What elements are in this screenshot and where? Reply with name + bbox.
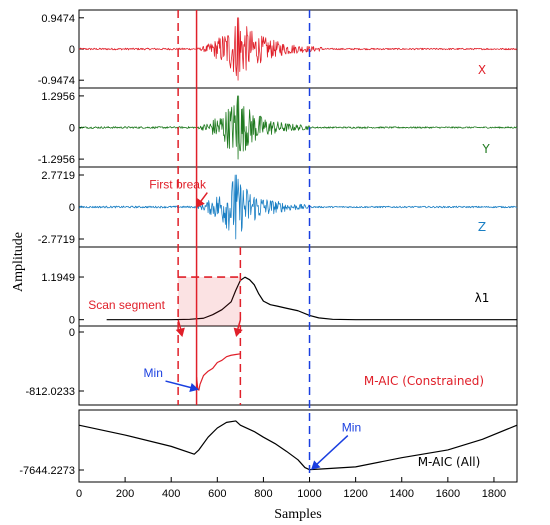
scan-segment-area [178,277,241,326]
y-tick-label-maic_constrained-1: -812.0233 [25,386,75,398]
annotation-arrow-head-3 [311,460,321,470]
y-tick-label-z-0: 2.7719 [41,170,75,182]
series-label-x: X [478,63,486,77]
series-label-maic_all: M-AIC (All) [418,455,481,469]
annotation-text-3: Min [342,421,361,435]
series-label-maic_constrained: M-AIC (Constrained) [364,374,484,388]
y-axis-label: Amplitude [11,232,26,292]
x-axis-label: Samples [274,507,321,522]
y-tick-label-lambda-0: 1.1949 [41,272,75,284]
series-line-lambda [106,276,517,321]
x-axis-group: 0 200 400 600 800 1000 1200 1400 1600 1800 [76,477,506,500]
segment-arrow-head-0 [175,327,185,338]
series-label-lambda: λ1 [475,291,490,305]
panels-group: 0.9474 0 -0.9474 X 1.2956 0 -1.2956 Y 2.7719 0 -2.… [19,9,518,483]
panel-maic_all: -7644.2273 M-AIC (All) [19,409,518,483]
annotations-group: First break Scan segment Min Min [88,178,361,470]
series-label-y: Y [481,142,490,156]
x-tick-label-8: 1600 [436,488,460,500]
panel-frame-lambda [78,246,518,327]
x-tick-label-4: 800 [254,488,272,500]
series-line-maic_constrained [195,353,241,391]
x-tick-label-9: 1800 [482,488,506,500]
x-tick-label-5: 1000 [297,488,321,500]
panel-x: 0.9474 0 -0.9474 X [38,9,518,89]
y-tick-label-lambda-1: 0 [69,315,75,327]
series-line-y [78,95,518,160]
y-tick-label-x-1: 0 [69,44,75,56]
series-line-z [78,174,518,240]
panel-frame-maic_constrained [78,325,518,406]
y-tick-label-y-0: 1.2956 [41,91,75,103]
series-line-maic_all [78,420,518,471]
panel-z: 2.7719 0 -2.7719 Z [38,166,518,248]
annotation-arrow-shaft-3 [311,434,349,470]
x-tick-label-6: 1200 [343,488,367,500]
y-tick-label-x-2: -0.9474 [38,75,75,87]
y-tick-label-z-1: 0 [69,202,75,214]
series-line-x [78,17,518,81]
x-tick-label-3: 600 [208,488,226,500]
panel-frame-maic_all [78,409,518,483]
panel-maic_constrained: 0 -812.0233 M-AIC (Constrained) [25,325,518,406]
annotation-text-1: Scan segment [88,298,165,312]
reference-lines-group [177,10,311,474]
panel-lambda: 1.1949 0 λ1 [41,246,518,327]
panel-y: 1.2956 0 -1.2956 Y [38,87,518,168]
y-tick-label-x-0: 0.9474 [41,13,75,25]
x-tick-label-2: 400 [162,488,180,500]
x-tick-label-1: 200 [116,488,134,500]
y-tick-label-maic_all-0: -7644.2273 [19,465,75,477]
y-tick-label-y-1: 0 [69,123,75,135]
y-tick-label-y-2: -1.2956 [38,154,75,166]
series-label-z: Z [478,220,486,234]
annotation-text-2: Min [144,366,163,380]
annotation-text-0: First break [149,178,207,192]
y-tick-label-maic_constrained-0: 0 [69,327,75,339]
annotation-arrow-head-2 [189,382,199,393]
y-tick-label-z-2: -2.7719 [38,234,75,246]
x-tick-label-7: 1400 [389,488,413,500]
x-tick-label-0: 0 [76,488,82,500]
segment-arrow-head-1 [233,327,243,338]
annotation-arrow-head-0 [195,198,205,208]
